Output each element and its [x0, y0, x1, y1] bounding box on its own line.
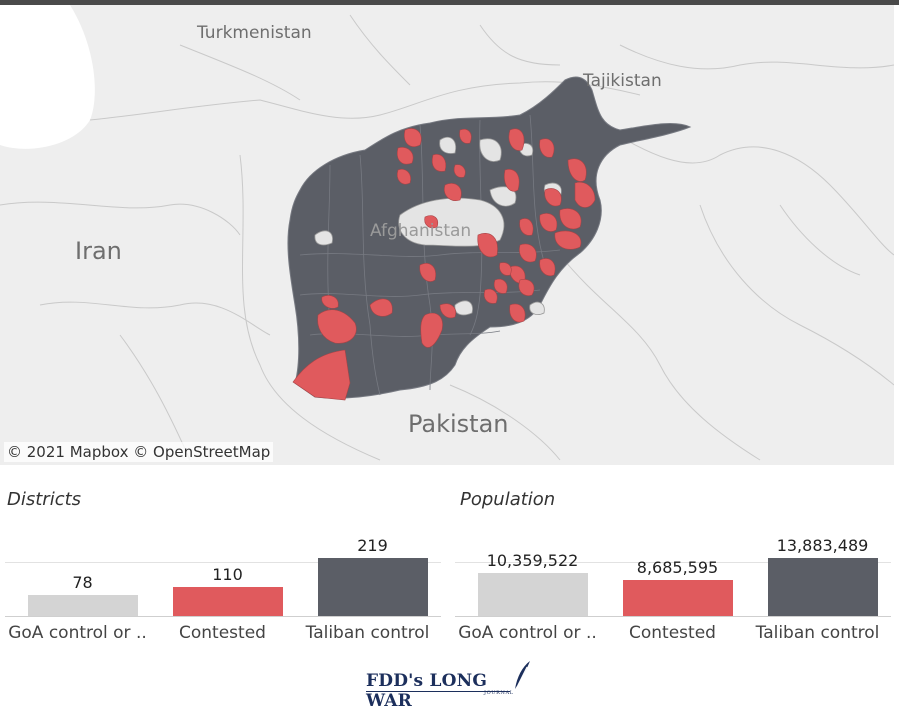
bar-value-label: 219 — [357, 536, 388, 555]
category-label: GoA control or .. — [8, 623, 147, 643]
category-label: Contested — [179, 623, 266, 643]
category-label: Taliban control — [755, 623, 880, 643]
bar-value-label: 110 — [212, 565, 243, 584]
x-axis — [455, 616, 891, 617]
bar-goa-control-or[interactable] — [27, 595, 138, 616]
contested-districts — [292, 128, 596, 401]
goa-areas — [314, 136, 562, 316]
bar-taliban-control[interactable] — [317, 558, 428, 616]
label-turkmenistan: Turkmenistan — [197, 23, 312, 43]
logo-subtext: JOURNAL — [484, 690, 514, 696]
bar-taliban-control[interactable] — [767, 558, 878, 616]
gridline — [5, 562, 441, 563]
caspian-sea — [0, 5, 95, 149]
bar-contested[interactable] — [172, 587, 283, 616]
label-afghanistan: Afghanistan — [370, 221, 472, 241]
map-attribution[interactable]: © 2021 Mapbox © OpenStreetMap — [4, 442, 274, 462]
gridline — [455, 562, 891, 563]
population-bar-chart: 10,359,522 GoA control or .. 8,685,595 Cont… — [455, 535, 891, 657]
label-pakistan: Pakistan — [408, 410, 509, 438]
logo-text: FDD's LONG WAR — [366, 671, 488, 711]
category-label: Contested — [629, 623, 716, 643]
logo-underline — [366, 691, 510, 692]
bar-contested[interactable] — [622, 580, 733, 616]
category-label: Taliban control — [305, 623, 430, 643]
districts-title: Districts — [7, 489, 82, 510]
districts-bar-chart: 78 GoA control or .. 110 Contested 219 Taliba… — [5, 535, 441, 657]
population-title: Population — [460, 489, 556, 510]
fdd-long-war-journal-logo: FDD's LONG WAR JOURNAL — [366, 661, 536, 711]
bar-value-label: 78 — [72, 573, 93, 592]
quill-icon — [515, 661, 530, 689]
district-control-map[interactable]: Turkmenistan Tajikistan Iran Afghanistan… — [0, 5, 894, 465]
map-canvas[interactable] — [0, 5, 894, 465]
bar-value-label: 13,883,489 — [776, 536, 869, 555]
bar-goa-control-or[interactable] — [477, 573, 588, 616]
category-label: GoA control or .. — [458, 623, 597, 643]
label-iran: Iran — [75, 237, 122, 265]
x-axis — [5, 616, 441, 617]
top-border — [0, 0, 899, 5]
label-tajikistan: Tajikistan — [583, 71, 662, 91]
bar-value-label: 8,685,595 — [636, 558, 719, 577]
bar-value-label: 10,359,522 — [486, 551, 579, 570]
